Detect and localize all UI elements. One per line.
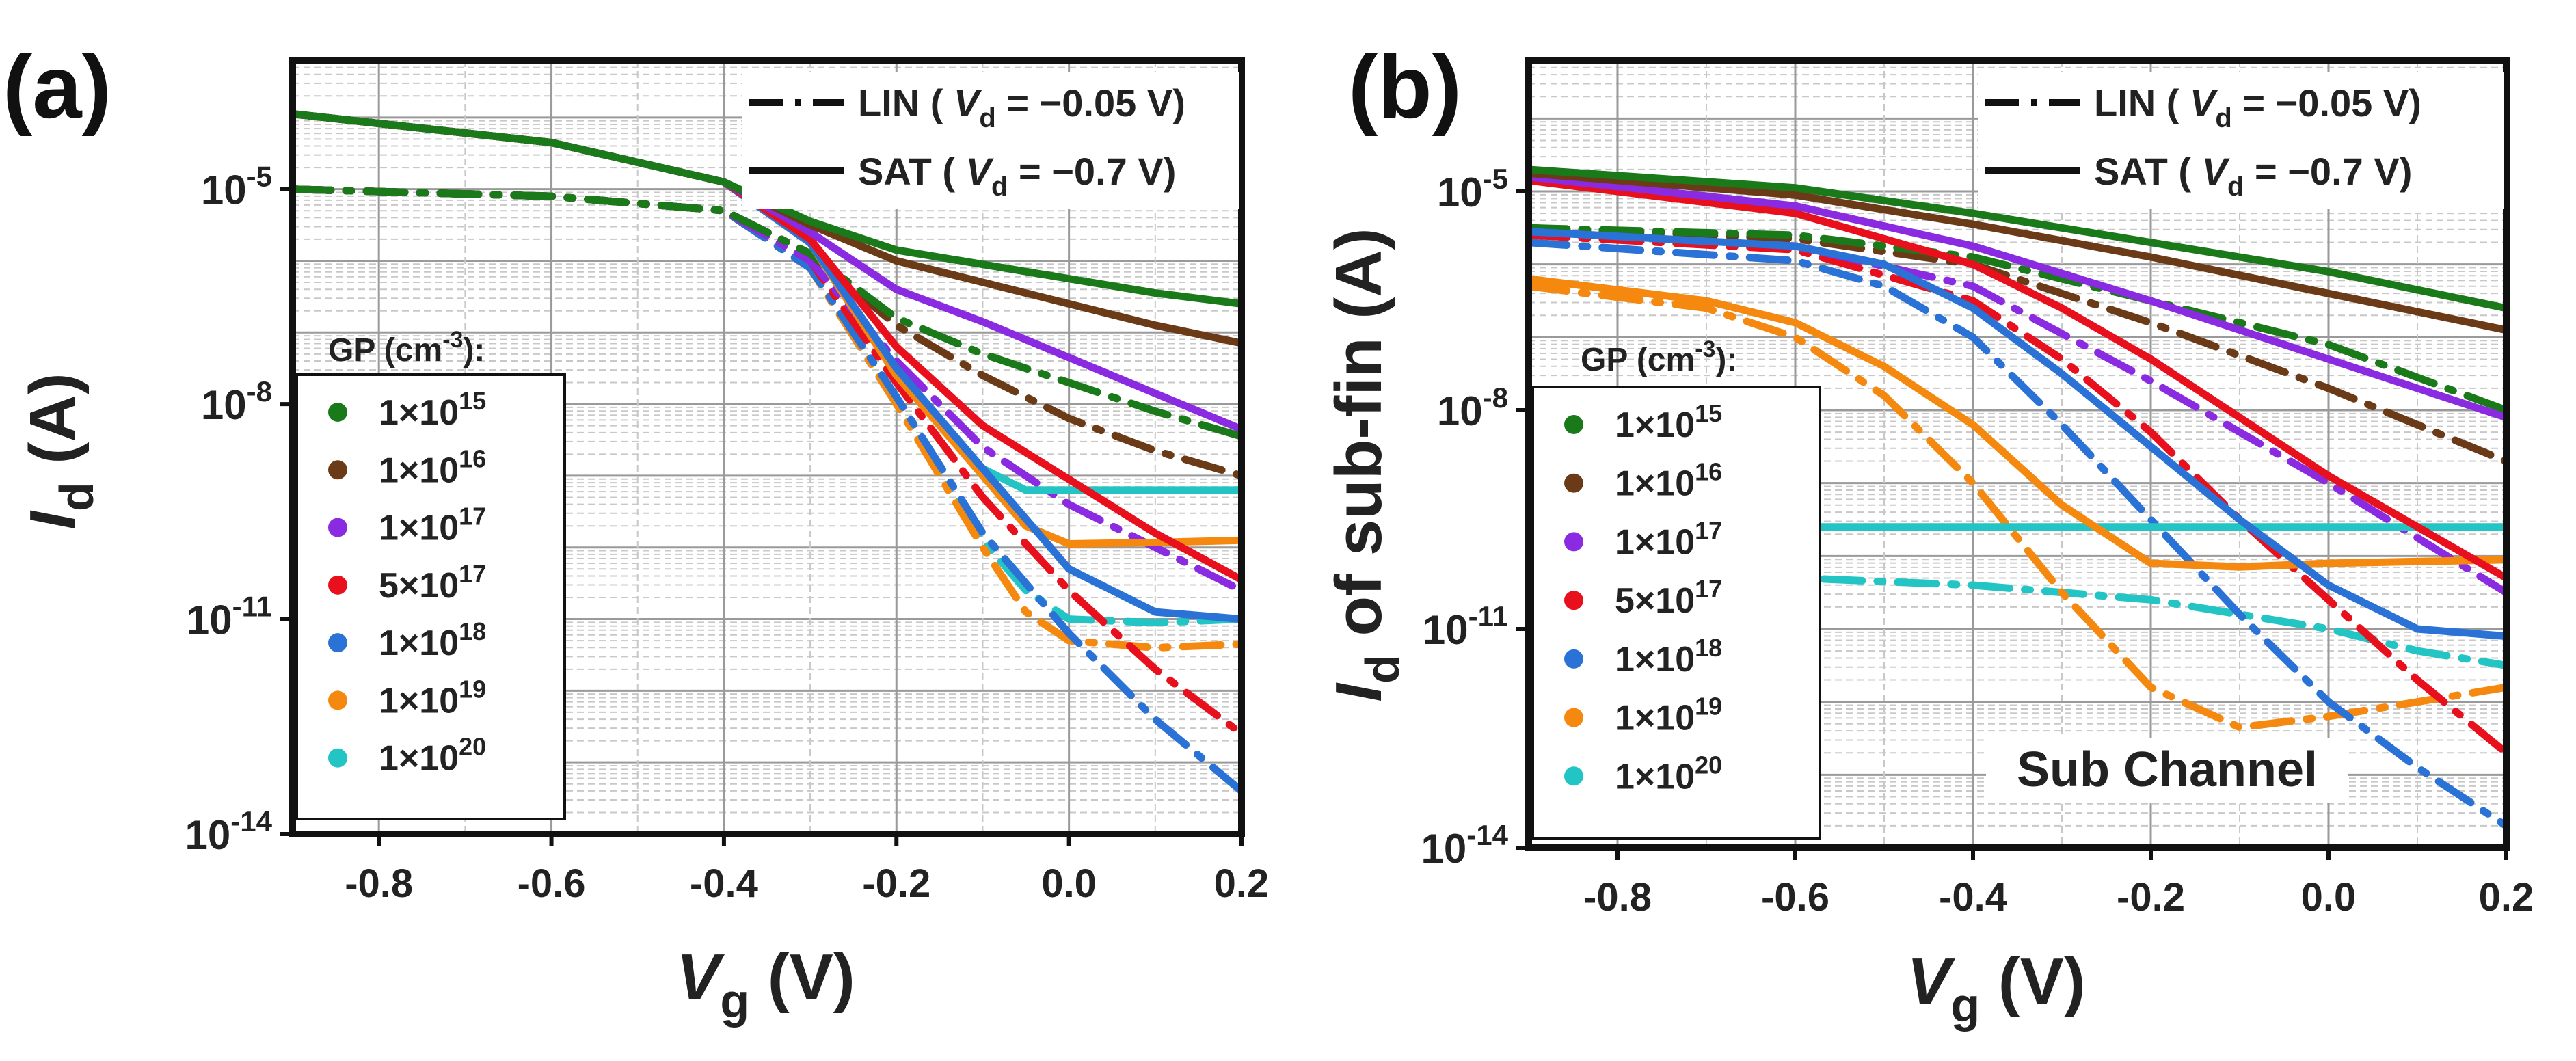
x-tick-label: -0.6 <box>1761 875 1829 919</box>
gp-marker <box>328 690 347 710</box>
x-tick-label: 0.0 <box>2301 875 2357 919</box>
y-tick-label: 10-11 <box>187 591 272 643</box>
series-line-sat-gp0 <box>293 110 1242 308</box>
series-group <box>293 110 1242 795</box>
gp-legend-label: 1×1015 <box>379 387 486 433</box>
annotation-box <box>1986 738 2348 803</box>
gp-legend-label: 1×1020 <box>1615 751 1722 796</box>
legend-box <box>742 72 1239 209</box>
x-tick-label: 0.2 <box>2479 875 2534 919</box>
panel-label: (a) <box>3 37 111 137</box>
gp-marker <box>1564 532 1583 552</box>
series-line-lin-gp0 <box>1529 224 2506 414</box>
panel-a: -0.8 -0.6 -0.4 -0.2 0.0 0.2 10-5 10-8 10-11 10-14… <box>3 37 1269 1028</box>
y-axis-title: Id of sub-fin (A) <box>1322 228 1409 701</box>
plot-frame <box>1525 57 2510 851</box>
y-tick-label: 10-8 <box>1437 381 1508 434</box>
gp-legend-label: 1×1019 <box>379 675 486 721</box>
gp-marker <box>328 748 347 768</box>
panel-label: (b) <box>1348 37 1462 137</box>
gp-legend-title: GP (cm-3): <box>1581 336 1737 378</box>
gp-marker <box>1564 473 1583 493</box>
x-tick-label: -0.2 <box>2117 875 2185 919</box>
line-style-legend: LIN ( Vd = −0.05 V) SAT ( Vd = −0.7 V) <box>742 72 1239 209</box>
series-line-sat-gp1 <box>1529 169 2506 334</box>
x-tick-label: -0.4 <box>1939 875 2007 919</box>
annotation-label: Sub Channel <box>2017 742 2318 797</box>
gp-marker <box>1564 591 1583 610</box>
legend-style-label: LIN ( Vd = −0.05 V) <box>858 81 1185 133</box>
legend-style-label: SAT ( Vd = −0.7 V) <box>2094 150 2412 202</box>
gp-legend-label: 1×1018 <box>379 617 486 663</box>
series-line-lin-gp3 <box>1529 231 2506 757</box>
series-group <box>1529 165 2506 830</box>
gp-marker <box>328 403 347 422</box>
x-tick-label: -0.4 <box>690 861 758 906</box>
x-tick-label: -0.6 <box>518 861 586 906</box>
gp-legend-box <box>1531 386 1821 840</box>
y-tick-label: 10-5 <box>201 161 272 213</box>
gp-legend-label: 1×1017 <box>379 502 486 548</box>
gp-legend-label: 1×1018 <box>1615 634 1722 680</box>
y-tick-label: 10-14 <box>1421 819 1509 872</box>
series-line-sat-gp0 <box>1529 165 2506 312</box>
gp-legend-box <box>295 373 566 820</box>
gp-legend-label: 5×1017 <box>379 560 486 606</box>
legend-style-label: LIN ( Vd = −0.05 V) <box>2094 81 2421 133</box>
plot-frame <box>289 57 1245 837</box>
x-axis-title: Vg (V) <box>1907 945 2085 1032</box>
series-line-lin-gp4 <box>1529 239 2506 830</box>
y-tick-label: 10-8 <box>201 375 272 428</box>
panel-b: -0.8 -0.6 -0.4 -0.2 0.0 0.2 10-5 10-8 10-11 10-14… <box>1322 37 2534 1032</box>
gp-legend: 1×1015 1×1016 1×1017 5×1017 1×1018 1×1019 1×10… <box>1531 386 1821 840</box>
gp-marker <box>1564 415 1583 434</box>
x-tick-label: -0.2 <box>862 861 930 906</box>
series-line-sat-gp3 <box>1529 176 2506 582</box>
gp-marker <box>328 633 347 653</box>
series-line-lin-gp6 <box>1529 574 2506 669</box>
gp-legend-label: 1×1015 <box>1615 399 1722 445</box>
gp-legend: 1×1015 1×1016 1×1017 5×1017 1×1018 1×1019 1×10… <box>295 373 566 820</box>
series-line-sat-gp5 <box>1529 275 2506 571</box>
gp-legend-label: 1×1017 <box>1615 516 1722 562</box>
series-line-lin-gp0 <box>293 185 1242 440</box>
legend-style-label: SAT ( Vd = −0.7 V) <box>858 150 1176 202</box>
x-tick-label: -0.8 <box>345 861 413 906</box>
series-line-sat-gp4 <box>1529 228 2506 641</box>
gp-marker <box>328 460 347 480</box>
gp-legend-label: 1×1016 <box>1615 458 1722 504</box>
gp-legend-label: 1×1020 <box>379 733 486 779</box>
gp-legend-label: 1×1019 <box>1615 693 1722 738</box>
y-tick-label: 10-14 <box>185 805 273 858</box>
x-tick-label: 0.2 <box>1214 861 1270 906</box>
gp-legend-label: 5×1017 <box>1615 575 1722 621</box>
gp-legend-title: GP (cm-3): <box>328 327 485 368</box>
series-line-lin-gp5 <box>1529 282 2506 731</box>
gp-marker <box>1564 649 1583 669</box>
gp-marker <box>1564 708 1583 727</box>
x-tick-label: 0.0 <box>1041 861 1097 906</box>
gp-marker <box>328 575 347 595</box>
line-style-legend: LIN ( Vd = −0.05 V) SAT ( Vd = −0.7 V) <box>1978 72 2504 209</box>
series-line-sat-gp2 <box>1529 173 2506 422</box>
x-tick-label: -0.8 <box>1583 875 1652 919</box>
gp-marker <box>1564 766 1583 786</box>
y-axis-title: Id (A) <box>16 373 103 529</box>
legend-box <box>1978 72 2504 209</box>
x-axis-title: Vg (V) <box>676 941 855 1028</box>
y-tick-label: 10-5 <box>1437 163 1508 215</box>
y-tick-label: 10-11 <box>1423 600 1508 653</box>
gp-legend-label: 1×1016 <box>379 444 486 490</box>
gp-marker <box>328 518 347 537</box>
